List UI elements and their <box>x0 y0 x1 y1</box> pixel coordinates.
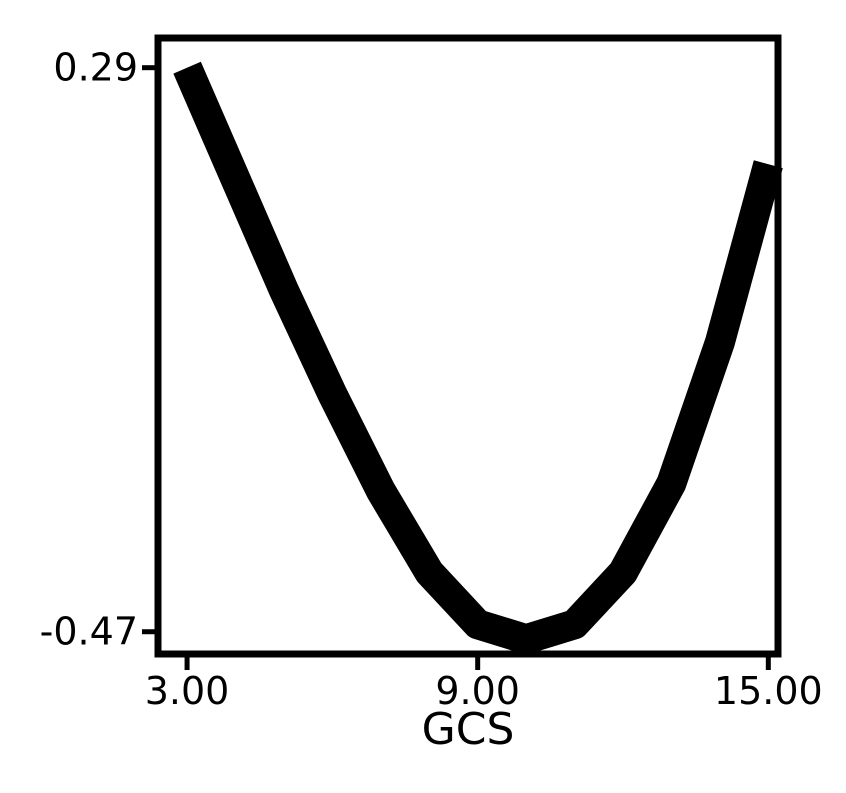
y-tick-label: -0.47 <box>40 610 138 654</box>
x-tick-label: 15.00 <box>714 669 823 713</box>
x-axis-title: GCS <box>422 704 515 755</box>
series-line-0 <box>173 61 783 655</box>
x-tick-label: 9.00 <box>435 669 520 713</box>
x-tick-label: 3.00 <box>145 669 230 713</box>
y-tick-label: 0.29 <box>53 46 138 90</box>
plot-frame <box>154 34 782 658</box>
ticks-layer: 3.00 9.00 15.00 -0.47 0.29 <box>40 46 823 713</box>
series-layer <box>173 61 783 655</box>
